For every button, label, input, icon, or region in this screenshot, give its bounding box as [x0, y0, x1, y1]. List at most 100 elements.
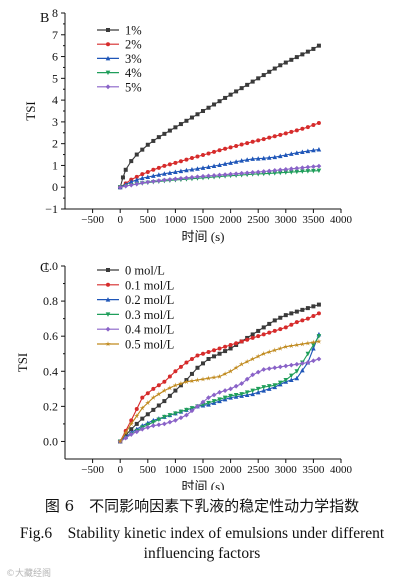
- data-point: [167, 413, 173, 418]
- y-tick-label: 5: [52, 71, 58, 85]
- y-tick-label: 0.2: [43, 399, 58, 413]
- legend-marker: [105, 312, 111, 317]
- data-point: [184, 412, 189, 418]
- data-point: [206, 173, 211, 179]
- data-point: [305, 351, 311, 357]
- data-point: [289, 57, 294, 62]
- data-point: [289, 129, 294, 134]
- data-point: [266, 171, 272, 176]
- x-tick-label: 3500: [302, 464, 325, 476]
- legend: 1%2%3%4%5%: [97, 24, 142, 94]
- data-point: [211, 374, 217, 380]
- data-point: [244, 170, 250, 176]
- data-point: [178, 415, 184, 421]
- data-point: [201, 152, 205, 157]
- data-point: [189, 174, 195, 180]
- data-point: [234, 341, 239, 346]
- data-point: [316, 147, 322, 152]
- data-point: [156, 422, 162, 428]
- data-point: [134, 429, 140, 435]
- data-point: [184, 167, 189, 173]
- data-point: [305, 125, 310, 130]
- data-point: [233, 383, 239, 389]
- data-point: [261, 171, 267, 177]
- data-point: [300, 149, 305, 154]
- data-point: [316, 120, 321, 125]
- data-point: [239, 158, 244, 163]
- data-point: [283, 378, 289, 383]
- y-tick-label: 1.0: [43, 259, 58, 273]
- data-point: [195, 403, 200, 409]
- data-point: [134, 421, 139, 426]
- data-point: [305, 360, 311, 365]
- data-point: [217, 397, 222, 402]
- legend-marker: [106, 268, 110, 272]
- data-point: [151, 138, 156, 143]
- legend-marker: [106, 282, 110, 287]
- data-point: [316, 43, 321, 48]
- data-point: [178, 409, 184, 415]
- data-point: [283, 152, 289, 157]
- data-point: [217, 162, 222, 168]
- data-point: [212, 149, 217, 154]
- data-point: [250, 332, 255, 337]
- data-point: [172, 382, 179, 388]
- y-tick-label: 0.6: [43, 329, 58, 343]
- x-tick-label: 500: [140, 464, 157, 476]
- data-point: [206, 164, 211, 169]
- legend: 0 mol/L0.1 mol/L0.2 mol/L0.3 mol/L0.4 mo…: [97, 264, 174, 352]
- data-point: [167, 177, 173, 182]
- data-point: [150, 394, 156, 400]
- data-point: [206, 395, 211, 400]
- legend-marker: [106, 28, 110, 32]
- data-point: [272, 383, 278, 388]
- x-tick-label: 3000: [275, 464, 298, 476]
- data-point: [244, 358, 250, 364]
- x-tick-label: 0: [117, 464, 123, 476]
- y-tick-label: −1: [45, 202, 58, 216]
- data-point: [195, 174, 200, 180]
- x-tick-label: 0: [117, 214, 123, 226]
- data-point: [294, 169, 300, 175]
- y-axis-label: TSI: [15, 353, 30, 373]
- data-point: [311, 168, 316, 174]
- figure-caption-english-line2: influencing factors: [143, 545, 261, 562]
- data-point: [206, 400, 211, 406]
- data-point: [162, 171, 167, 176]
- data-point: [266, 349, 272, 355]
- data-point: [200, 173, 206, 179]
- data-point: [311, 123, 316, 128]
- data-point: [212, 354, 217, 359]
- data-point: [228, 393, 233, 399]
- data-point: [145, 391, 150, 396]
- x-tick-label: 2000: [220, 464, 243, 476]
- data-point: [134, 152, 139, 157]
- data-point: [250, 170, 256, 175]
- y-tick-label: 0.0: [43, 434, 58, 448]
- data-point: [300, 367, 305, 373]
- data-point: [238, 361, 245, 367]
- data-point: [239, 381, 245, 386]
- data-point: [316, 302, 321, 307]
- x-tick-label: 1000: [164, 464, 187, 476]
- data-point: [117, 438, 123, 444]
- legend-marker: [105, 70, 111, 76]
- y-axis-label: TSI: [23, 101, 38, 121]
- data-point: [305, 148, 311, 154]
- data-point: [300, 307, 305, 312]
- data-point: [212, 348, 217, 353]
- data-point: [189, 156, 194, 161]
- data-point: [173, 176, 178, 182]
- data-point: [222, 172, 228, 177]
- y-tick-label: 2: [52, 137, 58, 151]
- data-point: [305, 169, 311, 174]
- data-point: [200, 402, 206, 408]
- data-point: [311, 147, 316, 153]
- legend-label: 2%: [125, 38, 142, 52]
- data-point: [129, 418, 134, 423]
- legend-label: 5%: [125, 80, 142, 94]
- data-point: [283, 363, 289, 369]
- data-point: [189, 115, 194, 120]
- data-point: [250, 156, 255, 161]
- data-point: [311, 345, 316, 351]
